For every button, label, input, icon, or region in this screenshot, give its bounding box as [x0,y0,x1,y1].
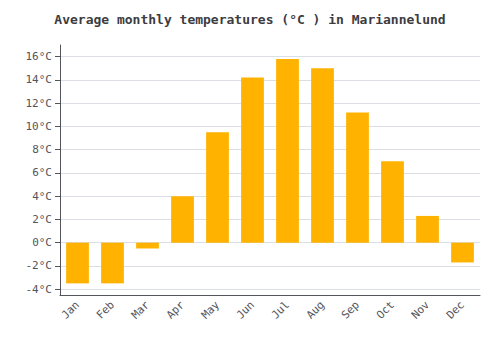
svg-text:Apr: Apr [164,298,187,321]
svg-text:Jul: Jul [269,298,292,321]
svg-text:Dec: Dec [444,298,467,321]
svg-text:Aug: Aug [304,298,327,321]
svg-text:Mar: Mar [129,298,152,321]
svg-text:-2°C: -2°C [26,259,53,272]
svg-text:10°C: 10°C [26,120,53,133]
svg-text:0°C: 0°C [32,236,52,249]
svg-text:2°C: 2°C [32,213,52,226]
svg-text:8°C: 8°C [32,143,52,156]
svg-text:12°C: 12°C [26,97,53,110]
svg-text:Feb: Feb [94,298,117,321]
svg-text:-4°C: -4°C [26,283,53,296]
svg-text:14°C: 14°C [26,73,53,86]
svg-text:Nov: Nov [409,298,432,321]
svg-text:6°C: 6°C [32,166,52,179]
svg-text:Oct: Oct [374,298,397,321]
svg-text:May: May [199,298,222,321]
svg-text:Jan: Jan [59,298,82,321]
svg-text:4°C: 4°C [32,190,52,203]
svg-text:Jun: Jun [234,298,257,321]
svg-text:16°C: 16°C [26,50,53,63]
svg-text:Average monthly temperatures (: Average monthly temperatures (°C ) in Ma… [54,12,445,27]
svg-text:Sep: Sep [339,298,362,321]
